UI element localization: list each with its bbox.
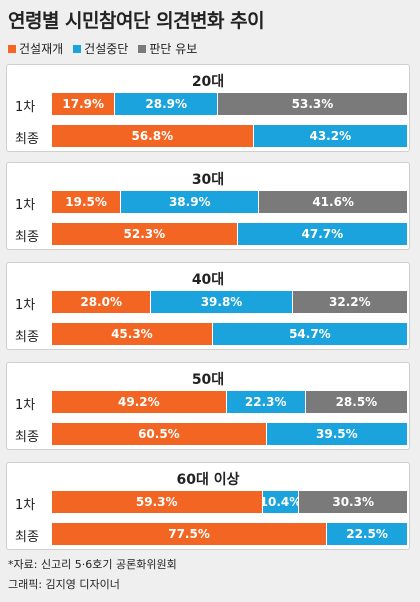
row-label: 1차: [15, 100, 36, 115]
bar-segment-resume: 59.3%: [52, 491, 263, 513]
data-label: 60.5%: [138, 427, 180, 441]
stacked-bar: 59.3% 10.4% 30.3%: [52, 491, 407, 513]
bar-segment-undecided: 41.6%: [259, 191, 407, 213]
panel-title: 20대: [191, 74, 225, 90]
data-label: 28.0%: [80, 295, 123, 309]
legend-item-halt: 건설중단: [73, 40, 128, 57]
bar-segment-halt: 22.3%: [226, 391, 306, 413]
legend-swatch-resume: [8, 44, 16, 53]
bar-segment-halt: 39.5%: [266, 423, 407, 445]
row-label: 1차: [15, 498, 36, 513]
stacked-bar: 52.3% 47.7%: [52, 223, 407, 245]
data-label: 49.2%: [118, 395, 160, 409]
stacked-bar: 60.5% 39.5%: [52, 423, 407, 445]
source-note: *자료: 신고리 5·6호기 공론화위원회: [8, 558, 177, 571]
bar-segment-halt: 38.9%: [121, 191, 260, 213]
panel-title: 30대: [191, 172, 225, 188]
legend-label-halt: 건설중단: [84, 42, 129, 56]
row-label: 최종: [15, 132, 39, 147]
bar-segment-resume: 45.3%: [52, 323, 213, 345]
data-label: 52.3%: [123, 227, 166, 241]
row-label: 1차: [15, 198, 36, 213]
bar-segment-resume: 19.5%: [52, 191, 122, 213]
bar-segment-halt: 10.4%: [262, 491, 300, 513]
bar-segment-resume: 56.8%: [52, 125, 254, 147]
row-label: 1차: [15, 298, 36, 313]
data-label: 17.9%: [62, 97, 105, 111]
panel-0: 20대 1차 17.9% 28.9% 53.3% 최종 56.8% 43.2%: [6, 64, 410, 152]
stacked-bar: 19.5% 38.9% 41.6%: [52, 191, 407, 213]
legend-swatch-undecided: [138, 44, 147, 53]
data-label: 30.3%: [332, 495, 374, 509]
bar-segment-resume: 52.3%: [52, 223, 238, 245]
row-label: 최종: [15, 530, 39, 545]
bar-segment-resume: 17.9%: [52, 93, 116, 115]
stacked-bar: 56.8% 43.2%: [52, 125, 407, 147]
data-label: 43.2%: [309, 129, 352, 143]
row-label: 최종: [15, 430, 39, 445]
data-label: 28.9%: [145, 97, 188, 111]
legend-item-resume: 건설재개: [8, 40, 63, 57]
chart-title: 연령별 시민참여단 의견변화 추이: [8, 10, 265, 32]
legend-label-resume: 건설재개: [19, 42, 64, 56]
data-label: 39.5%: [316, 427, 358, 441]
stacked-bar: 28.0% 39.8% 32.2%: [52, 291, 407, 313]
graphic-credit: 그래픽: 김지영 디자이너: [8, 578, 120, 591]
data-label: 38.9%: [168, 195, 211, 209]
bar-segment-resume: 77.5%: [52, 523, 328, 545]
bar-segment-undecided: 32.2%: [292, 291, 407, 313]
data-label: 77.5%: [168, 527, 210, 541]
legend: 건설재개 건설중단 판단 유보: [8, 40, 197, 57]
panel-1: 30대 1차 19.5% 38.9% 41.6% 최종 52.3% 47.7%: [6, 162, 410, 250]
stacked-bar: 45.3% 54.7%: [52, 323, 407, 345]
panel-4: 60대 이상 1차 59.3% 10.4% 30.3% 최종 77.5% 22.5%: [6, 462, 410, 550]
bar-segment-undecided: 53.3%: [217, 93, 407, 115]
data-label: 22.3%: [244, 395, 287, 409]
data-label: 19.5%: [65, 195, 107, 209]
bar-segment-undecided: 30.3%: [299, 491, 407, 513]
panel-2: 40대 1차 28.0% 39.8% 32.2% 최종 45.3% 54.7%: [6, 262, 410, 350]
bar-segment-resume: 49.2%: [52, 391, 227, 413]
panel-3: 50대 1차 49.2% 22.3% 28.5% 최종 60.5% 39.5%: [6, 362, 410, 450]
bar-segment-resume: 60.5%: [52, 423, 267, 445]
data-label: 10.4%: [263, 495, 300, 509]
panel-title: 60대 이상: [176, 472, 240, 488]
data-label: 32.2%: [329, 295, 371, 309]
panel-title: 50대: [191, 372, 225, 388]
bar-segment-halt: 43.2%: [253, 125, 407, 147]
row-label: 최종: [15, 330, 39, 345]
bar-segment-halt: 22.5%: [327, 523, 407, 545]
legend-swatch-halt: [73, 44, 82, 53]
row-label: 최종: [15, 230, 39, 245]
bar-segment-halt: 39.8%: [151, 291, 293, 313]
legend-item-undecided: 판단 유보: [138, 40, 197, 57]
data-label: 39.8%: [200, 295, 243, 309]
bar-segment-resume: 28.0%: [52, 291, 152, 313]
panel-title: 40대: [191, 272, 225, 288]
data-label: 45.3%: [111, 327, 153, 341]
legend-label-undecided: 판단 유보: [149, 42, 198, 56]
stacked-bar: 77.5% 22.5%: [52, 523, 407, 545]
bar-segment-halt: 28.9%: [115, 93, 218, 115]
data-label: 54.7%: [289, 327, 331, 341]
bar-segment-halt: 47.7%: [237, 223, 407, 245]
row-label: 1차: [15, 398, 36, 413]
data-label: 22.5%: [346, 527, 388, 541]
bar-segment-halt: 54.7%: [212, 323, 407, 345]
data-label: 53.3%: [291, 97, 334, 111]
data-label: 41.6%: [312, 195, 354, 209]
stacked-bar: 17.9% 28.9% 53.3%: [52, 93, 407, 115]
stacked-bar: 49.2% 22.3% 28.5%: [52, 391, 407, 413]
bar-segment-undecided: 28.5%: [305, 391, 407, 413]
data-label: 47.7%: [301, 227, 344, 241]
data-label: 56.8%: [131, 129, 174, 143]
data-label: 59.3%: [135, 495, 178, 509]
data-label: 28.5%: [335, 395, 378, 409]
